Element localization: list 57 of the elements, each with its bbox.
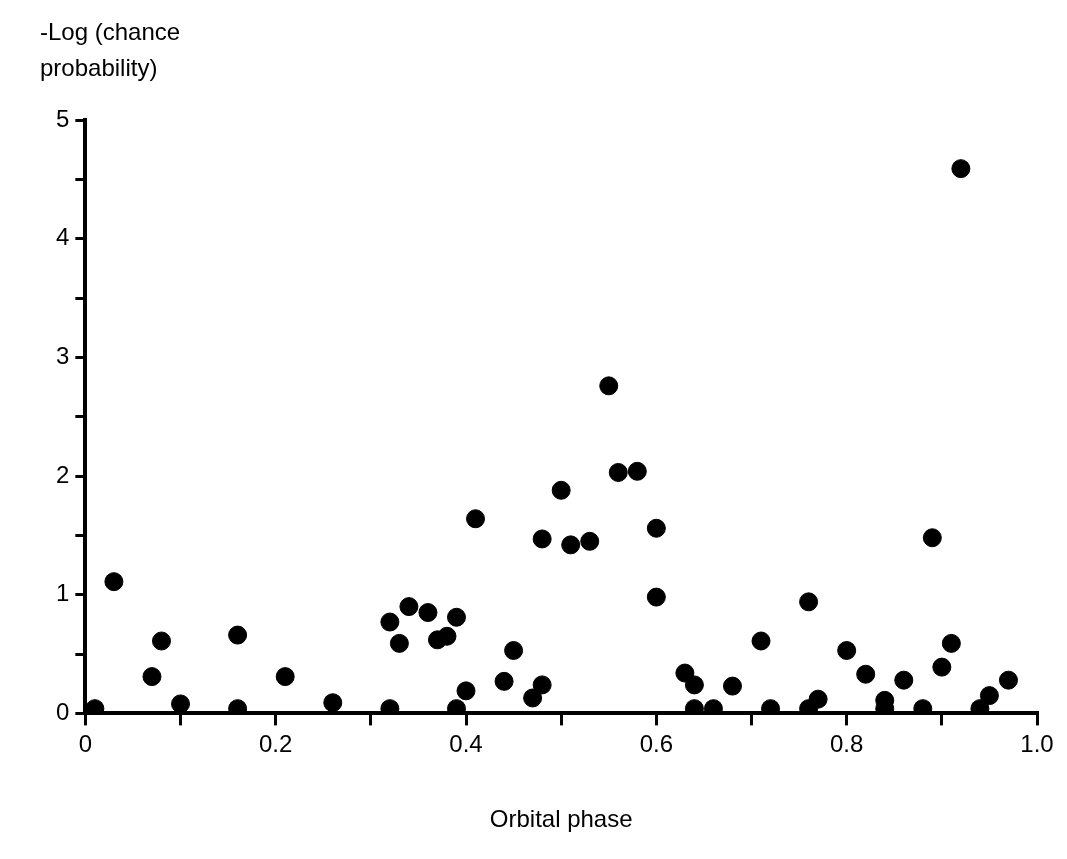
y-tick-label: 1 [55, 579, 70, 607]
point [532, 529, 552, 549]
point [171, 694, 191, 714]
point [998, 670, 1018, 690]
point [751, 631, 771, 651]
point [599, 376, 619, 396]
point [894, 670, 914, 690]
point [979, 686, 999, 706]
point [580, 531, 600, 551]
point [646, 518, 666, 538]
point [951, 159, 971, 179]
point [104, 572, 124, 592]
point [494, 671, 514, 691]
point [275, 667, 295, 687]
point [627, 461, 647, 481]
point [532, 675, 552, 695]
point [418, 603, 438, 623]
point [941, 633, 961, 653]
y-tick-label: 0 [55, 698, 70, 726]
point [523, 688, 543, 708]
point [437, 626, 457, 646]
point [151, 631, 171, 651]
y-tick-label: 5 [55, 104, 70, 132]
point [399, 597, 419, 617]
point [561, 535, 581, 555]
point [323, 693, 343, 713]
point [456, 681, 476, 701]
point [808, 689, 828, 709]
point [856, 664, 876, 684]
point [608, 462, 628, 482]
point [684, 675, 704, 695]
x-axis-title: Orbital phase [489, 805, 633, 833]
x-tick-label: 1.0 [1020, 730, 1054, 758]
point [675, 663, 695, 683]
point [799, 592, 819, 612]
point [466, 509, 486, 529]
y-tick-label: 4 [55, 223, 70, 251]
point [551, 480, 571, 500]
point [228, 625, 248, 645]
x-tick-label: 0.6 [639, 730, 674, 758]
y-axis-title: -Log (chance probability) [40, 17, 182, 83]
x-tick-label: 0.4 [449, 730, 483, 758]
point [932, 657, 952, 677]
point [504, 641, 524, 660]
point [446, 607, 466, 627]
point [646, 587, 666, 607]
x-tick-label: 0.2 [258, 730, 293, 758]
point [389, 633, 409, 653]
point [142, 667, 162, 687]
y-tick-label: 3 [55, 341, 70, 369]
point [722, 676, 742, 696]
x-tick-label: 0.8 [829, 730, 864, 758]
y-tick-label: 2 [55, 460, 70, 488]
point [380, 612, 400, 632]
x-tick-label: 0 [78, 730, 93, 758]
point [837, 641, 857, 660]
point [922, 528, 942, 548]
